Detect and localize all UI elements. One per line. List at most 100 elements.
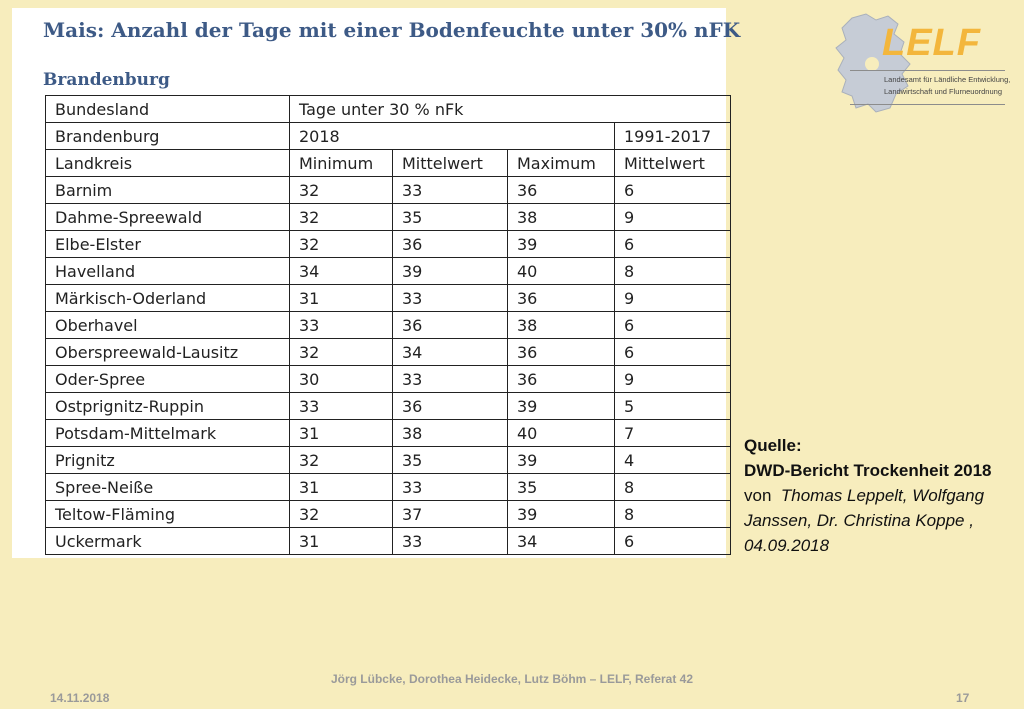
value-cell: 32 bbox=[289, 176, 393, 204]
logo-divider bbox=[850, 104, 1005, 105]
district-cell: Prignitz bbox=[45, 446, 290, 474]
value-cell: 36 bbox=[507, 338, 615, 366]
value-cell: 5 bbox=[613, 392, 732, 420]
value-cell: 6 bbox=[613, 230, 732, 258]
header-cell: Maximum bbox=[507, 149, 615, 177]
value-cell: 6 bbox=[613, 176, 732, 204]
value-cell: 36 bbox=[392, 230, 508, 258]
source-report: DWD-Bericht Trockenheit 2018 bbox=[744, 461, 992, 480]
value-cell: 9 bbox=[613, 284, 732, 312]
district-cell: Oberhavel bbox=[45, 311, 290, 339]
value-cell: 33 bbox=[392, 527, 508, 555]
value-cell: 9 bbox=[613, 365, 732, 393]
value-cell: 9 bbox=[613, 203, 732, 231]
brandenburg-map-icon bbox=[835, 13, 911, 113]
source-authors: von Thomas Leppelt, Wolfgang Janssen, Dr… bbox=[744, 483, 1014, 533]
slide-subtitle: Brandenburg bbox=[43, 70, 170, 90]
table-row: Teltow-Fläming 32 37 39 8 bbox=[45, 500, 732, 528]
value-cell: 31 bbox=[289, 527, 393, 555]
district-cell: Elbe-Elster bbox=[45, 230, 290, 258]
source-author-names: Thomas Leppelt, Wolfgang Janssen, Dr. Ch… bbox=[744, 486, 985, 530]
source-by: von bbox=[744, 486, 772, 505]
logo-subtitle: Landesamt für Ländliche Entwicklung, Lan… bbox=[884, 74, 1010, 98]
value-cell: 33 bbox=[289, 392, 393, 420]
value-cell: 6 bbox=[613, 338, 732, 366]
district-cell: Oder-Spree bbox=[45, 365, 290, 393]
district-cell: Uckermark bbox=[45, 527, 290, 555]
value-cell: 39 bbox=[507, 446, 615, 474]
value-cell: 39 bbox=[507, 500, 615, 528]
district-cell: Märkisch-Oderland bbox=[45, 284, 290, 312]
district-cell: Barnim bbox=[45, 176, 290, 204]
value-cell: 39 bbox=[507, 230, 615, 258]
value-cell: 33 bbox=[289, 311, 393, 339]
value-cell: 31 bbox=[289, 473, 393, 501]
value-cell: 32 bbox=[289, 203, 393, 231]
value-cell: 38 bbox=[507, 203, 615, 231]
header-cell: Mittelwert bbox=[392, 149, 508, 177]
header-cell: Minimum bbox=[289, 149, 393, 177]
value-cell: 31 bbox=[289, 284, 393, 312]
logo-subtitle-line: Landwirtschaft und Flurneuordnung bbox=[884, 87, 1002, 96]
district-cell: Teltow-Fläming bbox=[45, 500, 290, 528]
table-row: Spree-Neiße 31 33 35 8 bbox=[45, 473, 732, 501]
header-row-3: Landkreis Minimum Mittelwert Maximum Mit… bbox=[45, 149, 732, 177]
source-label: Quelle: bbox=[744, 436, 802, 455]
value-cell: 8 bbox=[613, 473, 732, 501]
page-number: 17 bbox=[956, 691, 970, 705]
district-cell: Spree-Neiße bbox=[45, 473, 290, 501]
table-row: Oberhavel 33 36 38 6 bbox=[45, 311, 732, 339]
value-cell: 36 bbox=[507, 365, 615, 393]
header-cell: Bundesland bbox=[45, 95, 290, 123]
value-cell: 8 bbox=[613, 500, 732, 528]
value-cell: 35 bbox=[507, 473, 615, 501]
header-cell: Brandenburg bbox=[45, 122, 290, 150]
value-cell: 32 bbox=[289, 500, 393, 528]
logo-wordmark: LELF bbox=[882, 22, 981, 64]
value-cell: 38 bbox=[507, 311, 615, 339]
header-cell: Landkreis bbox=[45, 149, 290, 177]
value-cell: 6 bbox=[613, 311, 732, 339]
value-cell: 4 bbox=[613, 446, 732, 474]
value-cell: 39 bbox=[392, 257, 508, 285]
value-cell: 40 bbox=[507, 419, 615, 447]
footer-authors: Jörg Lübcke, Dorothea Heidecke, Lutz Böh… bbox=[330, 672, 694, 686]
header-cell: 1991-2017 bbox=[613, 122, 732, 150]
value-cell: 33 bbox=[392, 473, 508, 501]
value-cell: 36 bbox=[507, 176, 615, 204]
value-cell: 34 bbox=[289, 257, 393, 285]
table-panel: Mais: Anzahl der Tage mit einer Bodenfeu… bbox=[12, 8, 740, 558]
header-cell: Tage unter 30 % nFk bbox=[288, 95, 732, 123]
data-table: Bundesland Tage unter 30 % nFk Brandenbu… bbox=[45, 95, 732, 555]
header-cell: Mittelwert bbox=[613, 149, 732, 177]
logo-divider bbox=[850, 70, 1005, 71]
value-cell: 36 bbox=[392, 392, 508, 420]
table-row: Märkisch-Oderland 31 33 36 9 bbox=[45, 284, 732, 312]
district-cell: Dahme-Spreewald bbox=[45, 203, 290, 231]
value-cell: 33 bbox=[392, 176, 508, 204]
value-cell: 37 bbox=[392, 500, 508, 528]
table-row: Oder-Spree 30 33 36 9 bbox=[45, 365, 732, 393]
value-cell: 33 bbox=[392, 284, 508, 312]
table-row: Barnim 32 33 36 6 bbox=[45, 176, 732, 204]
table-row: Prignitz 32 35 39 4 bbox=[45, 446, 732, 474]
value-cell: 34 bbox=[392, 338, 508, 366]
value-cell: 35 bbox=[392, 203, 508, 231]
table-row: Havelland 34 39 40 8 bbox=[45, 257, 732, 285]
value-cell: 32 bbox=[289, 338, 393, 366]
value-cell: 30 bbox=[289, 365, 393, 393]
value-cell: 7 bbox=[613, 419, 732, 447]
lelf-logo: LELF Landesamt für Ländliche Entwicklung… bbox=[832, 12, 1010, 122]
header-row-1: Bundesland Tage unter 30 % nFk bbox=[45, 95, 732, 123]
value-cell: 38 bbox=[392, 419, 508, 447]
table-row: Uckermark 31 33 34 6 bbox=[45, 527, 732, 555]
value-cell: 39 bbox=[507, 392, 615, 420]
header-row-2: Brandenburg 2018 1991-2017 bbox=[45, 122, 732, 150]
slide-title: Mais: Anzahl der Tage mit einer Bodenfeu… bbox=[43, 18, 741, 42]
value-cell: 36 bbox=[392, 311, 508, 339]
value-cell: 33 bbox=[392, 365, 508, 393]
value-cell: 32 bbox=[289, 230, 393, 258]
source-date: 04.09.2018 bbox=[744, 536, 830, 555]
value-cell: 36 bbox=[507, 284, 615, 312]
value-cell: 8 bbox=[613, 257, 732, 285]
